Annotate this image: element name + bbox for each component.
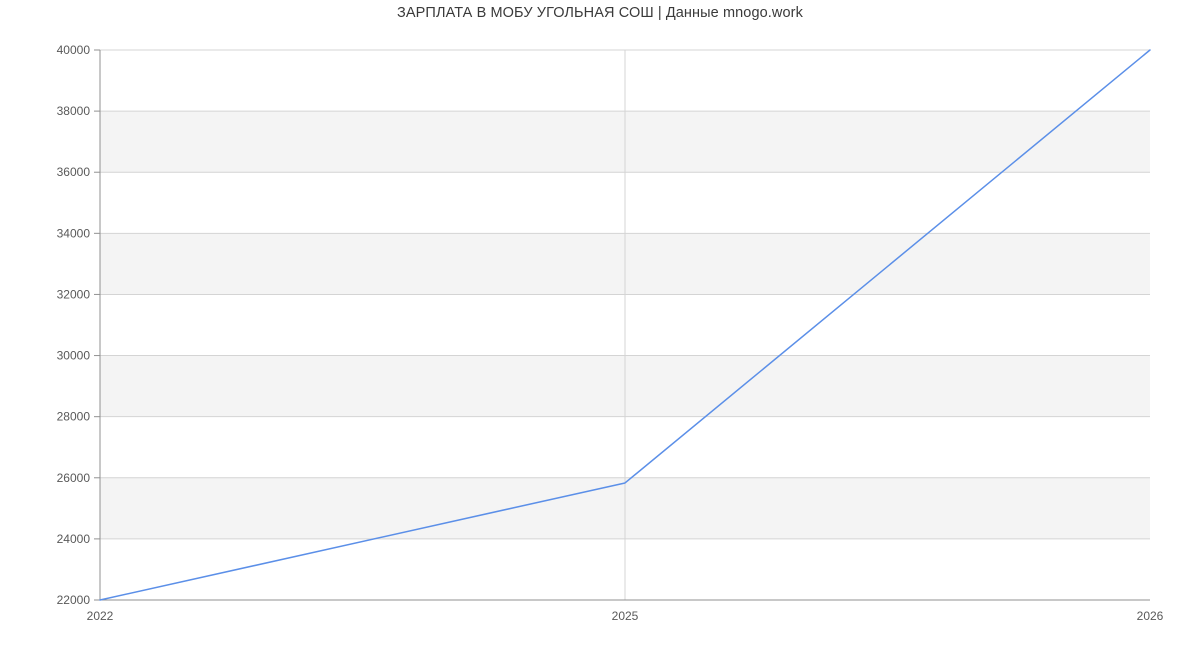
svg-text:34000: 34000 — [57, 226, 91, 240]
svg-text:22000: 22000 — [57, 593, 91, 607]
svg-text:2025: 2025 — [612, 609, 639, 623]
svg-text:36000: 36000 — [57, 165, 91, 179]
svg-text:40000: 40000 — [57, 43, 91, 57]
svg-text:32000: 32000 — [57, 287, 91, 301]
svg-text:28000: 28000 — [57, 410, 91, 424]
svg-text:38000: 38000 — [57, 104, 91, 118]
svg-text:26000: 26000 — [57, 471, 91, 485]
svg-text:2022: 2022 — [87, 609, 114, 623]
svg-text:24000: 24000 — [57, 532, 91, 546]
svg-text:30000: 30000 — [57, 349, 91, 363]
svg-text:2026: 2026 — [1137, 609, 1164, 623]
